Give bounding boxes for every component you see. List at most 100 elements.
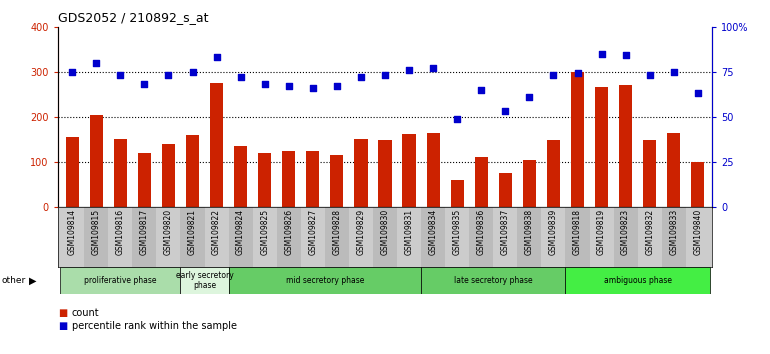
Point (619, 53, 631, 58)
Text: GSM109828: GSM109828 (333, 209, 341, 255)
Point (139, 81, 151, 87)
Bar (301, 207, 325, 267)
Text: other: other (2, 276, 25, 285)
Bar (229, 207, 253, 267)
Point (499, 109, 511, 114)
Text: GSM109825: GSM109825 (260, 209, 269, 255)
Bar (205, 207, 229, 267)
Text: late secretory phase: late secretory phase (454, 276, 533, 285)
Point (427, 65, 439, 71)
Bar (109, 207, 132, 267)
Bar (180, 267, 229, 294)
Bar (210, 83, 223, 207)
Bar (403, 134, 416, 207)
Bar (571, 72, 584, 207)
Point (547, 73, 560, 78)
Bar (445, 207, 469, 267)
Text: GSM109833: GSM109833 (669, 209, 678, 255)
Bar (84, 207, 109, 267)
Bar (474, 158, 488, 207)
Bar (523, 160, 536, 207)
Point (234, 74, 246, 80)
Text: GSM109821: GSM109821 (188, 209, 197, 255)
Bar (65, 137, 79, 207)
Bar (229, 267, 421, 294)
Bar (258, 153, 271, 207)
Bar (661, 207, 686, 267)
Text: GSM109820: GSM109820 (164, 209, 173, 255)
Bar (638, 207, 661, 267)
Text: GSM109818: GSM109818 (573, 209, 582, 255)
Point (403, 67, 415, 73)
Point (66, 69, 79, 75)
Bar (306, 151, 320, 207)
Point (210, 55, 223, 60)
Point (330, 83, 343, 89)
Point (524, 94, 536, 100)
Text: GSM109834: GSM109834 (429, 209, 437, 255)
Bar (234, 146, 247, 207)
Bar (60, 267, 180, 294)
Text: GSM109827: GSM109827 (308, 209, 317, 255)
Text: GSM109819: GSM109819 (597, 209, 606, 255)
Bar (421, 267, 565, 294)
Text: GSM109822: GSM109822 (212, 209, 221, 255)
Text: count: count (72, 308, 99, 318)
Bar (373, 207, 397, 267)
Text: GSM109814: GSM109814 (68, 209, 77, 255)
Bar (614, 207, 638, 267)
Point (283, 83, 295, 89)
Bar (590, 207, 614, 267)
Bar (450, 180, 464, 207)
Text: GSM109835: GSM109835 (453, 209, 462, 255)
Bar (349, 207, 373, 267)
Text: GSM109839: GSM109839 (549, 209, 558, 255)
Point (162, 73, 175, 78)
Text: GSM109832: GSM109832 (645, 209, 654, 255)
Bar (494, 207, 517, 267)
Point (186, 69, 199, 75)
Text: ▶: ▶ (29, 275, 37, 286)
Bar (60, 207, 84, 267)
Bar (89, 115, 103, 207)
Bar (643, 140, 656, 207)
Text: percentile rank within the sample: percentile rank within the sample (72, 321, 236, 331)
Bar (421, 207, 445, 267)
Bar (499, 173, 512, 207)
Bar (186, 135, 199, 207)
Bar (378, 140, 392, 207)
Text: GSM109829: GSM109829 (357, 209, 366, 255)
Text: ■: ■ (58, 321, 67, 331)
Text: GSM109840: GSM109840 (693, 209, 702, 255)
Point (114, 73, 126, 78)
Text: GSM109823: GSM109823 (621, 209, 630, 255)
Bar (686, 207, 710, 267)
Point (259, 81, 271, 87)
Bar (691, 162, 705, 207)
Text: GSM109837: GSM109837 (500, 209, 510, 255)
Text: GSM109836: GSM109836 (477, 209, 486, 255)
Bar (330, 155, 343, 207)
Bar (565, 207, 590, 267)
Text: early secretory
phase: early secretory phase (176, 271, 233, 290)
Text: GDS2052 / 210892_s_at: GDS2052 / 210892_s_at (58, 11, 208, 24)
Text: GSM109830: GSM109830 (380, 209, 390, 255)
Bar (138, 153, 151, 207)
Text: GSM109838: GSM109838 (525, 209, 534, 255)
Bar (114, 139, 127, 207)
Bar (469, 207, 494, 267)
Bar (595, 87, 608, 207)
Bar (397, 207, 421, 267)
Point (571, 71, 584, 76)
Text: GSM109824: GSM109824 (236, 209, 245, 255)
Bar (547, 140, 560, 207)
Point (475, 87, 487, 93)
Bar (619, 85, 632, 207)
Point (451, 116, 464, 121)
Point (90, 60, 102, 65)
Bar (180, 207, 205, 267)
Bar (427, 133, 440, 207)
Text: proliferative phase: proliferative phase (84, 276, 156, 285)
Point (306, 85, 319, 91)
Bar (276, 207, 301, 267)
